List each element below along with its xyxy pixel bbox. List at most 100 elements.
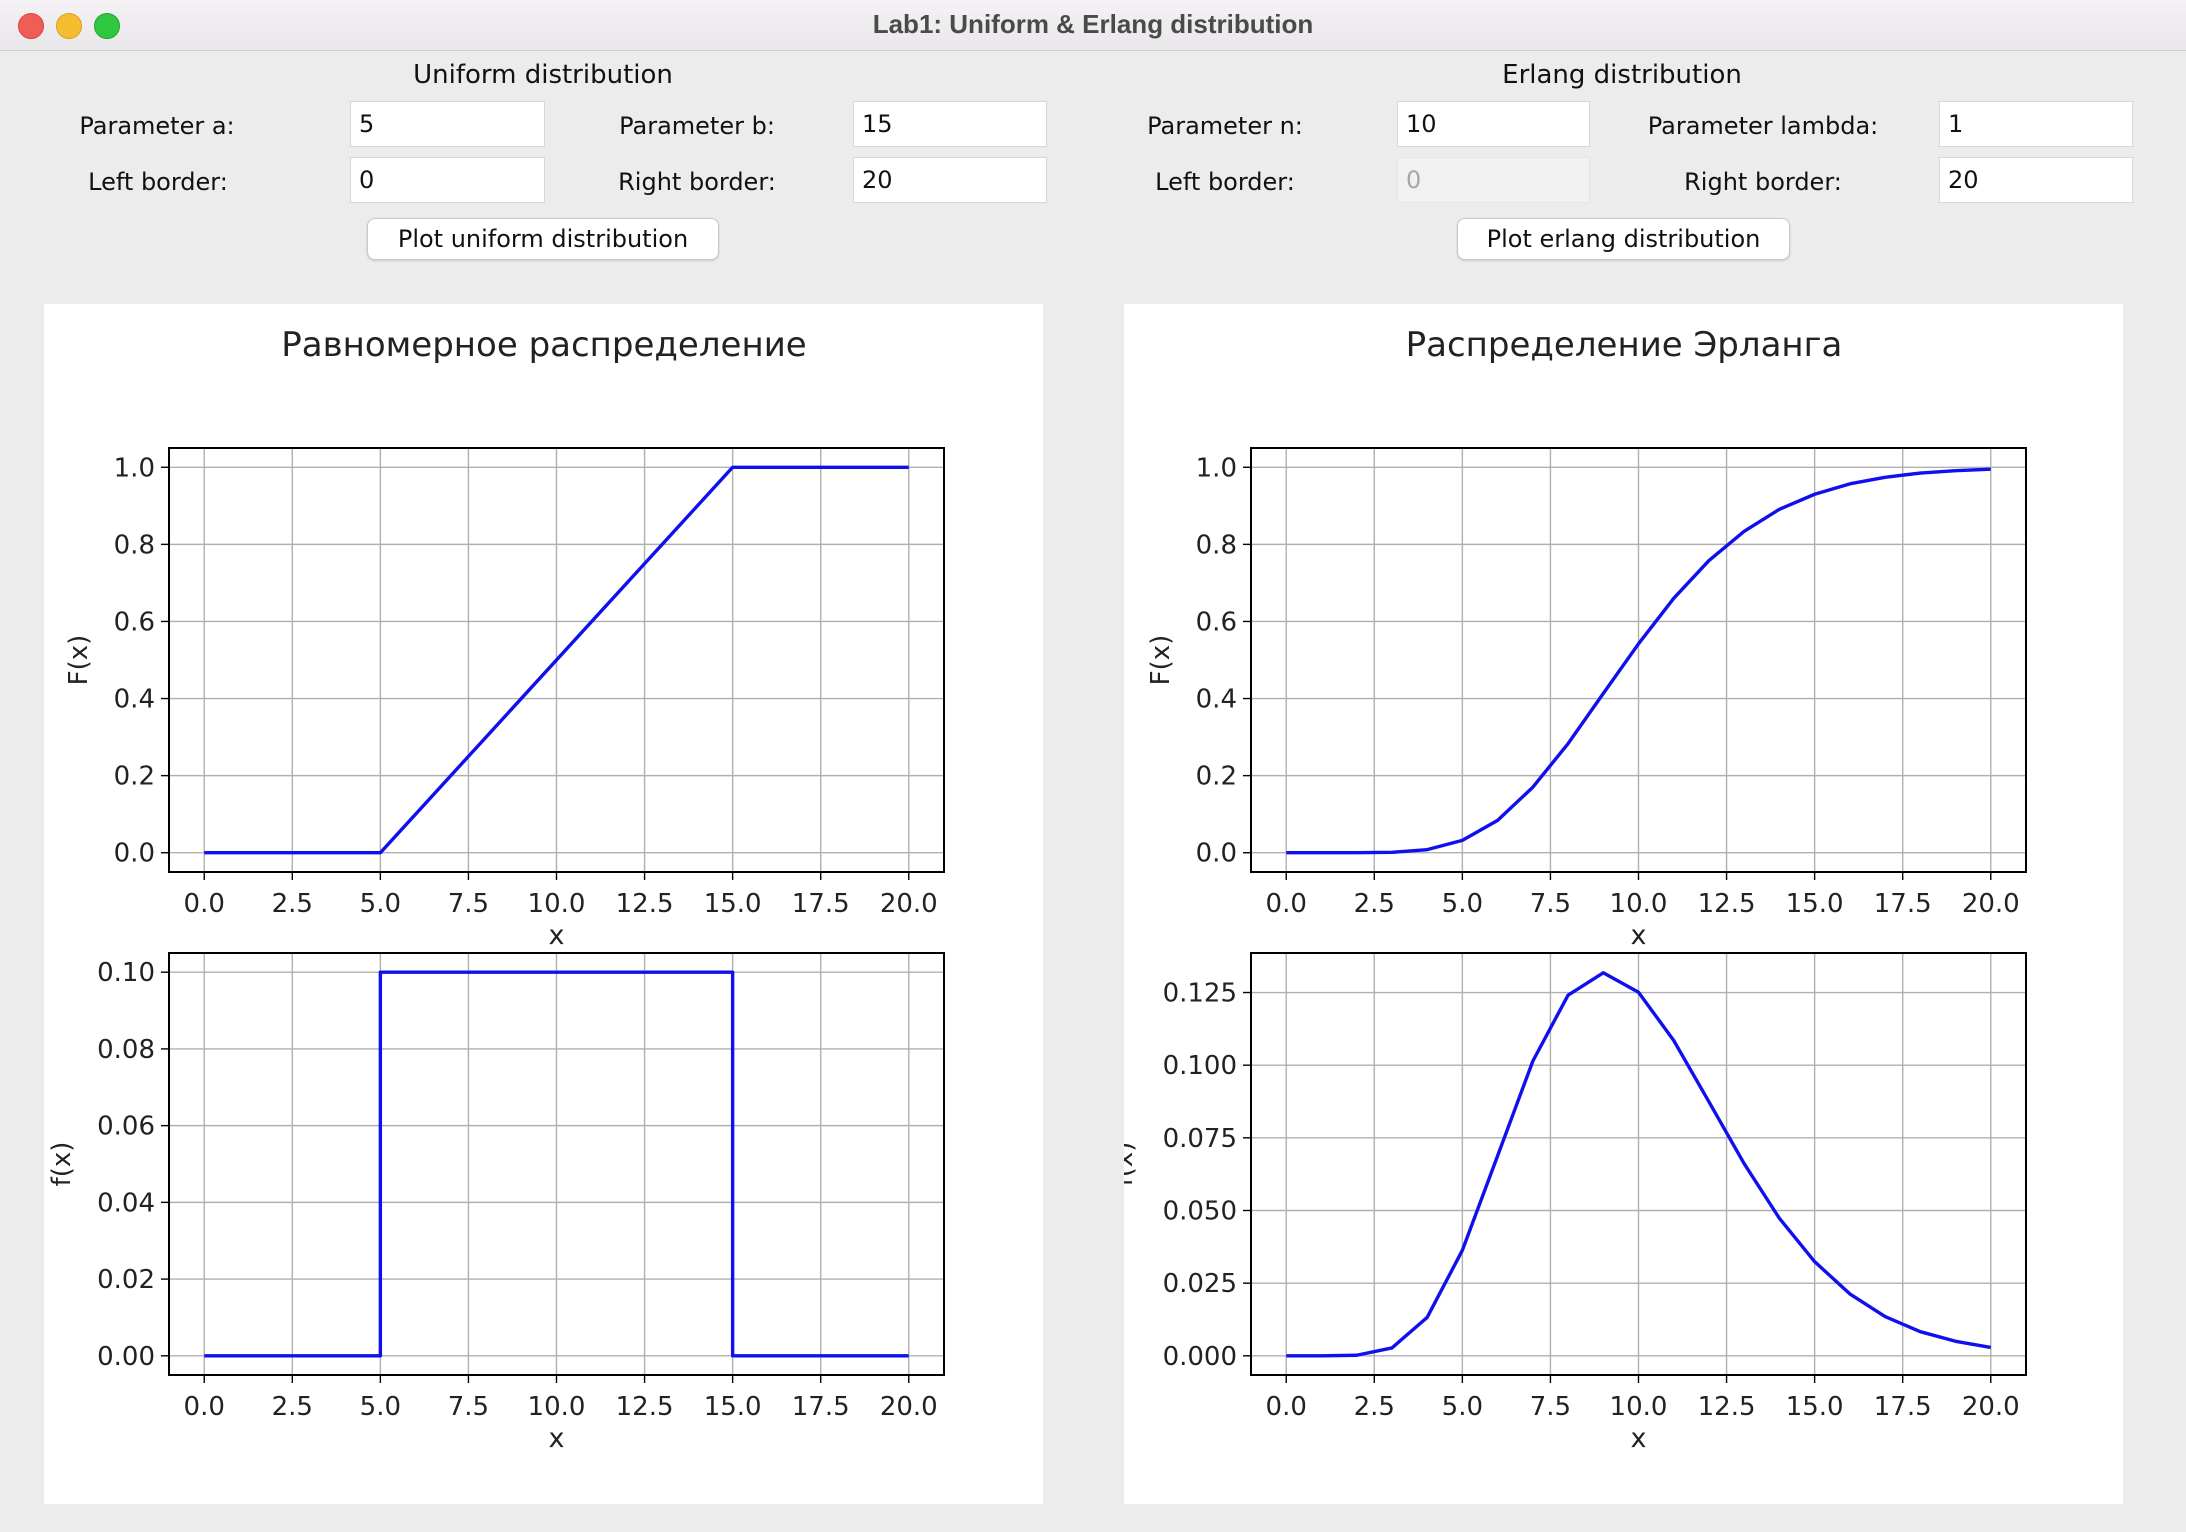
erlang-cdf-x-tick-label: 0.0	[1266, 889, 1307, 919]
uniform-cdf-y-tick-label: 0.8	[114, 530, 155, 560]
uniform-cdf-x-tick-label: 17.5	[792, 889, 850, 919]
uniform-cdf-x-tick-label: 15.0	[704, 889, 762, 919]
uniform-pdf-x-tick-label: 20.0	[880, 1392, 938, 1422]
uniform-cdf-y-tick-label: 0.6	[114, 607, 155, 637]
uniform-param-a-label: Parameter a:	[79, 112, 235, 140]
uniform-cdf-y-tick-label: 1.0	[114, 453, 155, 483]
erlang-cdf-x-axis-label: x	[1631, 920, 1647, 951]
erlang-cdf-x-tick-label: 15.0	[1786, 889, 1844, 919]
erlang-pdf-x-tick-label: 7.5	[1530, 1392, 1571, 1422]
uniform-right-border-label: Right border:	[618, 168, 776, 196]
erlang-param-lambda-input[interactable]	[1939, 101, 2133, 147]
uniform-cdf-x-tick-label: 10.0	[528, 889, 586, 919]
erlang-pdf-axes: 0.0 2.5 5.0 7.5 10.0 12.5 15.0 17.5 20.0 0.000 0.0…	[1124, 952, 2027, 1454]
erlang-pdf-x-tick-label: 0.0	[1266, 1392, 1307, 1422]
uniform-figure: Равномерное распределение 0.0 2.5 5.0 7.5 10.…	[47, 325, 945, 1454]
erlang-cdf-x-tick-label: 20.0	[1962, 889, 2020, 919]
uniform-cdf-axes: 0.0 2.5 5.0 7.5 10.0 12.5 15.0 17.5 20.0 0.0 0.2 0.…	[64, 447, 945, 951]
erlang-figure: Распределение Эрланга 0.0 2.5 5.0 7.5 10.0 12.…	[1124, 325, 2027, 1454]
plot-erlang-button[interactable]: Plot erlang distribution	[1457, 218, 1790, 260]
erlang-param-n-label: Parameter n:	[1147, 112, 1303, 140]
erlang-cdf-y-tick-label: 1.0	[1196, 453, 1237, 483]
uniform-pdf-y-tick-label: 0.10	[97, 958, 155, 988]
erlang-cdf-y-tick-label: 0.0	[1196, 839, 1237, 869]
uniform-pdf-series-line	[204, 970, 909, 1358]
maximize-window-button[interactable]	[94, 13, 120, 39]
erlang-pdf-y-tick-label: 0.050	[1163, 1197, 1237, 1227]
minimize-window-button[interactable]	[56, 13, 82, 39]
uniform-pdf-y-tick-label: 0.00	[97, 1342, 155, 1372]
erlang-pdf-y-tick-label: 0.025	[1163, 1269, 1237, 1299]
erlang-pdf-axes-frame	[1250, 952, 2027, 1376]
erlang-cdf-x-tick-label: 2.5	[1354, 889, 1395, 919]
erlang-cdf-y-tick-label: 0.2	[1196, 762, 1237, 792]
erlang-param-lambda-label: Parameter lambda:	[1647, 112, 1879, 140]
uniform-pdf-x-axis-label: x	[549, 1423, 565, 1454]
uniform-param-a-input[interactable]	[350, 101, 545, 147]
uniform-param-b-label: Parameter b:	[619, 112, 775, 140]
erlang-pdf-x-tick-label: 5.0	[1442, 1392, 1483, 1422]
erlang-cdf-y-tick-label: 0.8	[1196, 530, 1237, 560]
uniform-cdf-series-line	[204, 465, 909, 855]
erlang-pdf-y-tick-label: 0.100	[1163, 1051, 1237, 1081]
erlang-cdf-axes-frame	[1250, 447, 2027, 873]
uniform-pdf-axes-frame	[168, 952, 945, 1376]
erlang-figure-panel: Распределение Эрланга 0.0 2.5 5.0 7.5 10.0 12.…	[1124, 304, 2123, 1504]
erlang-pdf-x-tick-label: 12.5	[1698, 1392, 1756, 1422]
uniform-cdf-x-tick-label: 0.0	[184, 889, 225, 919]
erlang-right-border-input[interactable]	[1939, 157, 2133, 203]
erlang-pdf-series-line	[1286, 971, 1992, 1358]
uniform-pdf-x-tick-label: 10.0	[528, 1392, 586, 1422]
erlang-param-n-input[interactable]	[1397, 101, 1590, 147]
uniform-cdf-axes-frame	[168, 447, 945, 873]
erlang-pdf-x-tick-label: 17.5	[1874, 1392, 1932, 1422]
uniform-pdf-x-tick-label: 15.0	[704, 1392, 762, 1422]
erlang-cdf-axes: 0.0 2.5 5.0 7.5 10.0 12.5 15.0 17.5 20.0 0.0 0.2 0.…	[1146, 447, 2027, 951]
uniform-left-border-input[interactable]	[350, 157, 545, 203]
uniform-cdf-x-tick-label: 7.5	[448, 889, 489, 919]
uniform-pdf-x-tick-label: 0.0	[184, 1392, 225, 1422]
uniform-pdf-x-tick-label: 5.0	[360, 1392, 401, 1422]
erlang-pdf-y-tick-label: 0.075	[1163, 1124, 1237, 1154]
close-window-button[interactable]	[18, 13, 44, 39]
uniform-right-border-input[interactable]	[853, 157, 1047, 203]
erlang-left-border-input	[1397, 157, 1590, 203]
erlang-pdf-x-tick-label: 10.0	[1610, 1392, 1668, 1422]
uniform-cdf-x-tick-label: 12.5	[616, 889, 674, 919]
uniform-pdf-y-tick-label: 0.08	[97, 1035, 155, 1065]
uniform-cdf-y-axis-label: F(x)	[64, 635, 94, 686]
erlang-pdf-y-tick-label: 0.125	[1163, 979, 1237, 1009]
erlang-section-title: Erlang distribution	[1502, 60, 1742, 90]
uniform-figure-title: Равномерное распределение	[281, 325, 806, 365]
uniform-cdf-x-tick-label: 5.0	[360, 889, 401, 919]
erlang-pdf-x-tick-label: 2.5	[1354, 1392, 1395, 1422]
erlang-cdf-y-tick-label: 0.6	[1196, 607, 1237, 637]
uniform-cdf-x-tick-label: 20.0	[880, 889, 938, 919]
uniform-figure-panel: Равномерное распределение 0.0 2.5 5.0 7.5 10.…	[44, 304, 1043, 1504]
plot-uniform-button[interactable]: Plot uniform distribution	[367, 218, 719, 260]
title-bar: Lab1: Uniform & Erlang distribution	[0, 0, 2186, 51]
erlang-cdf-x-tick-label: 17.5	[1874, 889, 1932, 919]
erlang-pdf-x-tick-label: 15.0	[1786, 1392, 1844, 1422]
window-title: Lab1: Uniform & Erlang distribution	[872, 9, 1314, 39]
uniform-cdf-y-tick-label: 0.2	[114, 762, 155, 792]
uniform-cdf-x-tick-label: 2.5	[272, 889, 313, 919]
uniform-left-border-label: Left border:	[88, 168, 228, 196]
uniform-pdf-x-tick-label: 2.5	[272, 1392, 313, 1422]
erlang-pdf-x-axis-label: x	[1631, 1423, 1647, 1454]
erlang-right-border-label: Right border:	[1684, 168, 1842, 196]
uniform-param-b-input[interactable]	[853, 101, 1047, 147]
uniform-pdf-y-axis-label: f(x)	[47, 1142, 77, 1187]
uniform-cdf-x-axis-label: x	[549, 920, 565, 951]
uniform-cdf-y-tick-label: 0.4	[114, 685, 155, 715]
erlang-cdf-x-tick-label: 10.0	[1610, 889, 1668, 919]
erlang-left-border-label: Left border:	[1155, 168, 1295, 196]
uniform-section-title: Uniform distribution	[413, 60, 673, 90]
uniform-pdf-y-tick-label: 0.06	[97, 1112, 155, 1142]
uniform-pdf-y-tick-label: 0.04	[97, 1188, 155, 1218]
erlang-pdf-y-axis-label: f(x)	[1124, 1142, 1139, 1187]
erlang-figure-title: Распределение Эрланга	[1406, 325, 1843, 365]
erlang-cdf-x-tick-label: 12.5	[1698, 889, 1756, 919]
erlang-cdf-x-tick-label: 5.0	[1442, 889, 1483, 919]
